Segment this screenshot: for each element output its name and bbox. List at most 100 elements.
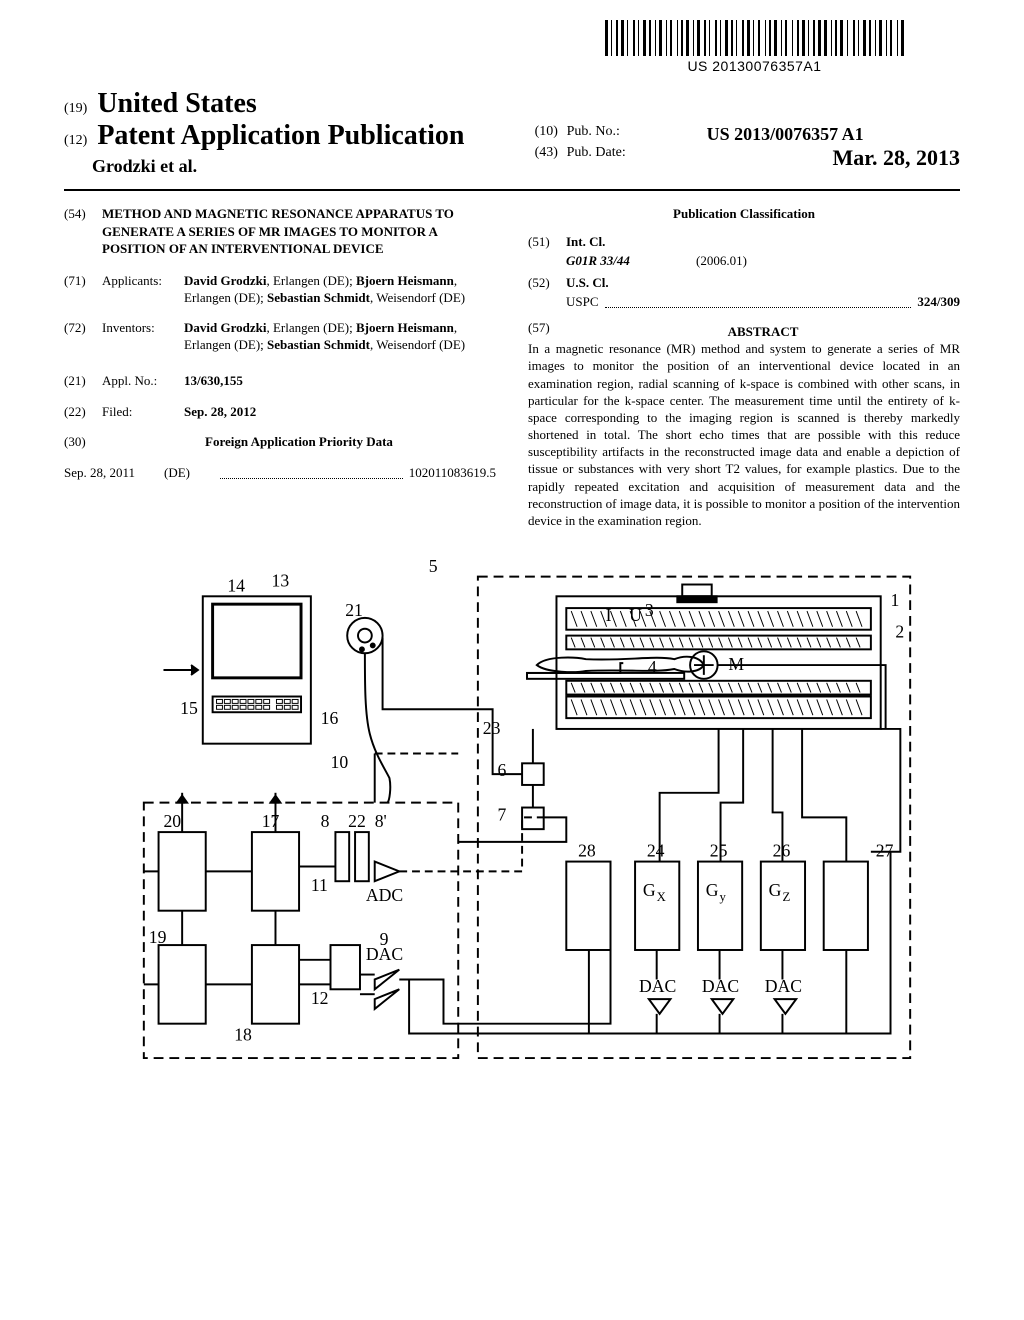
inventor-name-1: David Grodzki: [184, 320, 266, 335]
pubdate-code: (43): [535, 145, 567, 171]
intcl-date: (2006.01): [696, 252, 747, 270]
fpd-num: 102011083619.5: [409, 464, 496, 482]
intcl-code: (51): [528, 233, 566, 251]
fig-label-26: 26: [773, 841, 791, 861]
fig-label-dac3: DAC: [702, 976, 739, 996]
pub-type-code: (12): [64, 133, 87, 148]
filed-label: Filed:: [102, 403, 184, 421]
country: United States: [91, 88, 256, 119]
applicants-code: (71): [64, 272, 102, 307]
invention-title-block: (54) METHOD AND MAGNETIC RESONANCE APPAR…: [64, 205, 496, 258]
filed-date: Sep. 28, 2012: [184, 403, 256, 421]
barcode: [605, 20, 904, 56]
fig-label-23: 23: [483, 718, 501, 738]
applicant-name-1: David Grodzki: [184, 273, 266, 288]
fig-label-25: 25: [710, 841, 728, 861]
fig-label-10: 10: [331, 752, 349, 772]
patent-figure: 5 13 14 21 15 16 10 20 17 8 8' 22 19 18 …: [64, 557, 960, 1073]
fig-label-gx: G: [643, 880, 656, 900]
applno-block: (21) Appl. No.: 13/630,155: [64, 372, 496, 390]
fig-label-gy-sub: y: [720, 890, 727, 904]
applicant-name-2: Bjoern Heismann: [356, 273, 454, 288]
fpd-block: (30) Foreign Application Priority Data: [64, 433, 496, 451]
fig-label-dac4: DAC: [765, 976, 802, 996]
abstract-label: ABSTRACT: [566, 323, 960, 341]
pubdate-label: Pub. Date:: [567, 145, 707, 171]
inventor-loc-3: , Weisendorf (DE): [370, 337, 465, 352]
header-left: (19) United States (12) Patent Applicati…: [64, 88, 511, 177]
fig-label-14: 14: [227, 575, 245, 595]
inventor-loc-1: , Erlangen (DE);: [266, 320, 356, 335]
fig-label-13: 13: [272, 570, 290, 590]
fig-label-18: 18: [234, 1024, 252, 1044]
inventors-code: (72): [64, 319, 102, 354]
pubdate-row: (43) Pub. Date: Mar. 28, 2013: [535, 145, 960, 171]
uscl-dotline: [605, 293, 912, 308]
left-column: (54) METHOD AND MAGNETIC RESONANCE APPAR…: [64, 205, 496, 529]
fpd-code: (30): [64, 433, 102, 451]
fig-label-2: 2: [895, 622, 904, 642]
abstract-text: In a magnetic resonance (MR) method and …: [528, 340, 960, 529]
fig-label-8: 8: [321, 811, 330, 831]
pub-type: Patent Application Publication: [91, 120, 464, 151]
uscl-entry: USPC 324/309: [528, 293, 960, 311]
header: (19) United States (12) Patent Applicati…: [64, 88, 960, 177]
fig-label-3: 3: [645, 600, 654, 620]
uscl-num: 324/309: [917, 293, 960, 311]
applno-code: (21): [64, 372, 102, 390]
fig-label-dac1: DAC: [366, 944, 403, 964]
inventors-label: Inventors:: [102, 319, 184, 354]
applno-label: Appl. No.:: [102, 372, 184, 390]
fig-label-gx-sub: X: [657, 890, 666, 904]
invention-title: METHOD AND MAGNETIC RESONANCE APPARATUS …: [102, 205, 496, 258]
intcl-entry: G01R 33/44 (2006.01): [528, 252, 960, 270]
fig-label-28: 28: [578, 841, 596, 861]
fig-label-19: 19: [149, 927, 167, 947]
fig-label-1: 1: [891, 590, 900, 610]
fig-label-16: 16: [321, 708, 339, 728]
fig-label-21: 21: [345, 600, 363, 620]
fig-label-adc: ADC: [366, 885, 403, 905]
applno: 13/630,155: [184, 372, 243, 390]
fig-label-gy: G: [706, 880, 719, 900]
uscl-code: (52): [528, 274, 566, 292]
fig-label-M: M: [728, 654, 744, 674]
fig-label-22: 22: [348, 811, 366, 831]
pubno: US 2013/0076357 A1: [707, 124, 864, 145]
pubdate: Mar. 28, 2013: [832, 145, 960, 171]
fig-label-7: 7: [498, 804, 507, 824]
pubno-row: (10) Pub. No.: US 2013/0076357 A1: [535, 124, 960, 145]
inventor-name-3: Sebastian Schmidt: [267, 337, 370, 352]
abstract-code: (57): [528, 319, 566, 341]
fig-label-I: I: [606, 605, 612, 625]
fig-label-8p: 8': [375, 811, 387, 831]
uscl-prefix: USPC: [566, 293, 599, 311]
fpd-country: (DE): [164, 464, 214, 482]
fig-label-12: 12: [311, 988, 329, 1008]
intcl-block: (51) Int. Cl.: [528, 233, 960, 251]
fig-label-11: 11: [311, 875, 328, 895]
applicant-name-3: Sebastian Schmidt: [267, 290, 370, 305]
applicant-loc-1: , Erlangen (DE);: [266, 273, 356, 288]
body-columns: (54) METHOD AND MAGNETIC RESONANCE APPAR…: [64, 205, 960, 529]
fig-label-17: 17: [262, 811, 280, 831]
filed-code: (22): [64, 403, 102, 421]
fig-label-20: 20: [163, 811, 181, 831]
right-column: Publication Classification (51) Int. Cl.…: [528, 205, 960, 529]
fig-label-gz-sub: Z: [782, 890, 790, 904]
country-code: (19): [64, 101, 87, 116]
intcl-sym: G01R 33/44: [566, 252, 696, 270]
title-code: (54): [64, 205, 102, 258]
pubclass-heading: Publication Classification: [528, 205, 960, 223]
fig-label-27: 27: [876, 841, 894, 861]
applicants-label: Applicants:: [102, 272, 184, 307]
inventors-block: (72) Inventors: David Grodzki, Erlangen …: [64, 319, 496, 354]
fig-label-5: 5: [429, 557, 438, 576]
pubno-label: Pub. No.:: [567, 124, 707, 145]
fig-label-6: 6: [498, 760, 507, 780]
fig-label-24: 24: [647, 841, 665, 861]
fpd-date: Sep. 28, 2011: [64, 464, 164, 482]
barcode-block: US 20130076357A1: [605, 20, 904, 74]
pubno-code: (10): [535, 124, 567, 145]
fpd-label: Foreign Application Priority Data: [102, 433, 496, 451]
